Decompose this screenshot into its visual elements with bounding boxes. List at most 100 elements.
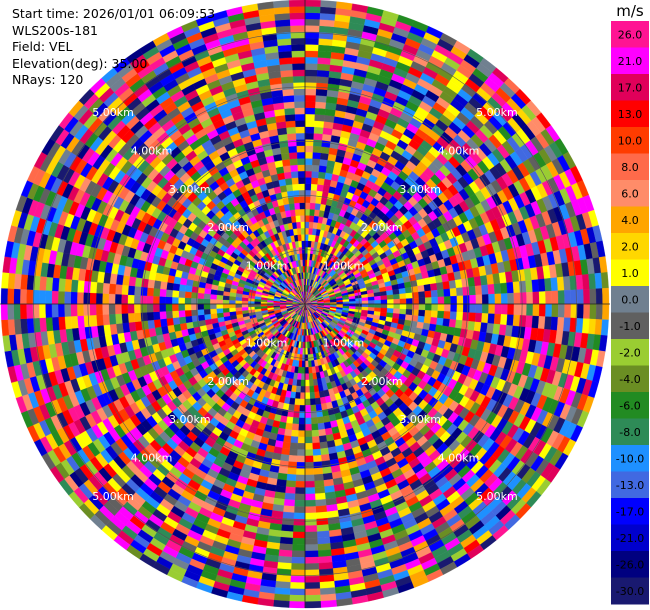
range-gate-cell: [39, 276, 47, 291]
range-gate-cell: [518, 280, 527, 293]
range-gate-cell: [545, 290, 553, 305]
range-gate-cell: [355, 300, 363, 305]
range-gate-cell: [304, 234, 309, 241]
range-gate-cell: [300, 386, 306, 393]
range-gate-cell: [493, 313, 502, 325]
range-gate-cell: [304, 512, 317, 520]
range-gate-cell: [563, 276, 571, 291]
range-gate-cell: [304, 455, 314, 463]
range-gate-cell: [467, 277, 476, 287]
range-gate-cell: [292, 537, 306, 545]
range-gate-cell: [172, 317, 181, 325]
range-gate-cell: [450, 295, 458, 305]
range-gate-cell: [304, 113, 316, 121]
range-gate-cell: [286, 467, 297, 475]
range-gate-cell: [293, 512, 306, 520]
range-gate-cell: [147, 319, 156, 329]
range-gate-cell: [317, 536, 331, 545]
range-gate-cell: [210, 313, 218, 320]
range-gate-cell: [368, 300, 375, 305]
range-gate-cell: [309, 202, 316, 210]
range-gate-cell: [488, 293, 496, 305]
range-gate-cell: [19, 303, 27, 320]
range-gate-cell: [304, 588, 321, 596]
range-gate-cell: [313, 467, 324, 475]
range-gate-cell: [83, 315, 92, 328]
range-gate-cell: [13, 288, 21, 305]
range-gate-cell: [309, 398, 316, 406]
range-gate-cell: [300, 379, 306, 387]
range-gate-cell: [304, 525, 318, 533]
range-gate-cell: [321, 460, 331, 468]
range-gate-cell: [83, 292, 91, 305]
range-gate-cell: [203, 293, 211, 300]
range-gate-cell: [235, 300, 242, 305]
range-gate-cell: [89, 303, 97, 316]
range-gate-cell: [304, 164, 313, 172]
range-gate-cell: [70, 303, 78, 317]
range-gate-cell: [312, 152, 322, 160]
range-gate-cell: [297, 430, 306, 438]
range-gate-cell: [0, 287, 8, 305]
range-gate-cell: [159, 311, 167, 320]
range-gate-cell: [288, 455, 298, 463]
range-gate-cell: [108, 293, 116, 305]
range-gate-cell: [304, 550, 319, 558]
range-gate-cell: [314, 114, 326, 122]
range-gate-cell: [602, 287, 610, 305]
range-gate-cell: [83, 280, 92, 293]
range-gate-cell: [216, 303, 223, 309]
range-gate-cell: [284, 486, 296, 494]
range-gate-cell: [538, 303, 546, 317]
range-gate-cell: [45, 303, 53, 318]
range-gate-cell: [295, 480, 306, 488]
range-gate-cell: [310, 417, 318, 425]
range-gate-cell: [304, 69, 318, 77]
range-gate-cell: [361, 300, 369, 305]
range-gate-cell: [500, 282, 508, 294]
range-gate-cell: [172, 310, 180, 319]
range-gate-cell: [322, 415, 331, 424]
range-gate-cell: [319, 587, 336, 596]
range-gate-cell: [26, 318, 35, 334]
range-gate-cell: [475, 294, 483, 305]
range-gate-cell: [437, 289, 445, 298]
range-gate-cell: [166, 317, 174, 326]
range-gate-cell: [294, 487, 306, 495]
range-gate-cell: [184, 297, 192, 305]
range-gate-cell: [319, 19, 335, 28]
range-gate-cell: [102, 282, 110, 294]
range-gate-cell: [575, 318, 584, 334]
range-gate-cell: [314, 391, 321, 399]
range-gate-cell: [281, 524, 294, 532]
range-gate-cell: [301, 367, 306, 374]
range-gate-cell: [108, 303, 116, 315]
range-gate-cell: [456, 287, 464, 297]
range-gate-cell: [583, 303, 591, 320]
range-gate-cell: [108, 313, 117, 325]
range-gate-cell: [589, 288, 597, 305]
range-gate-cell: [304, 56, 319, 64]
range-gate-cell: [76, 291, 84, 305]
range-gate-cell: [304, 594, 321, 602]
range-gate-cell: [311, 177, 319, 185]
range-gate-cell: [602, 303, 610, 321]
range-gate-cell: [431, 296, 439, 305]
range-gate-cell: [203, 308, 211, 315]
range-gate-cell: [115, 283, 123, 295]
range-gate-cell: [204, 313, 212, 321]
range-gate-cell: [247, 300, 255, 305]
range-gate-cell: [39, 317, 47, 332]
range-gate-cell: [290, 429, 299, 437]
range-gate-cell: [448, 280, 457, 289]
range-gate-cell: [280, 453, 290, 462]
range-gate-cell: [318, 555, 333, 564]
range-gate-cell: [526, 303, 534, 317]
range-gate-cell: [288, 601, 306, 609]
range-gate-cell: [283, 499, 295, 507]
range-gate-cell: [184, 303, 192, 311]
range-gate-cell: [304, 417, 312, 425]
range-gate-cell: [178, 310, 186, 318]
range-gate-cell: [304, 215, 310, 222]
range-gate-cell: [222, 303, 230, 309]
